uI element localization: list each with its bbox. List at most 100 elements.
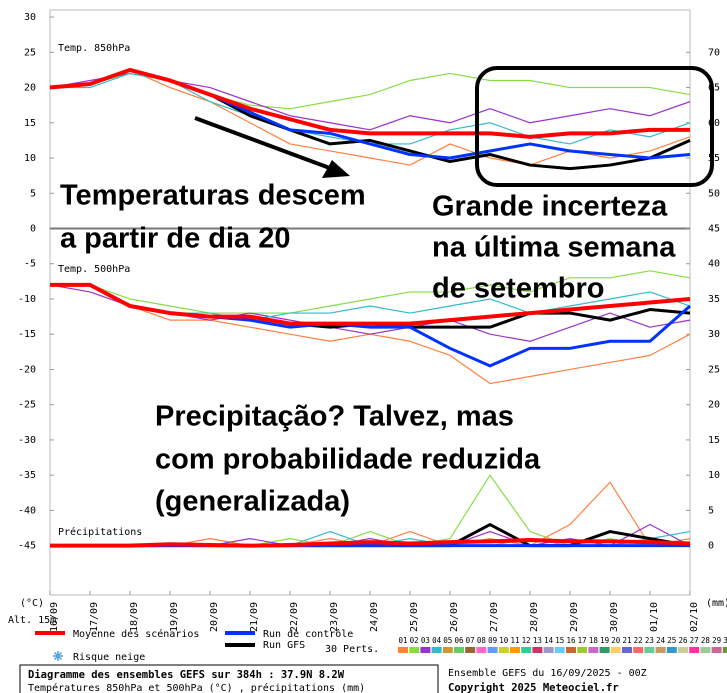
x-tick-label: 30/09 bbox=[609, 602, 620, 632]
legend-number: 24 bbox=[656, 636, 666, 645]
annotation: de setembro bbox=[432, 273, 604, 305]
x-tick-label: 17/09 bbox=[89, 602, 100, 632]
legend-number: 29 bbox=[712, 636, 721, 645]
legend-label: Moyenne des scénarios bbox=[73, 628, 199, 640]
y2-tick-label: 55 bbox=[708, 153, 720, 164]
series-line bbox=[50, 474, 690, 547]
legend-swatch bbox=[442, 647, 453, 653]
y2-tick-label: 25 bbox=[708, 364, 720, 375]
y2-tick-label: 40 bbox=[708, 259, 720, 270]
x-tick-label: 26/09 bbox=[449, 602, 460, 632]
x-tick-label: 16/09 bbox=[49, 602, 60, 632]
legend-swatch bbox=[577, 647, 588, 653]
legend-number: 09 bbox=[488, 636, 497, 645]
legend-number: 10 bbox=[499, 636, 509, 645]
legend-number: 20 bbox=[611, 636, 621, 645]
legend-swatch bbox=[566, 647, 576, 653]
y-tick-label: -5 bbox=[24, 259, 36, 270]
y-axis-label: (°C) bbox=[20, 598, 44, 609]
panel-label: Temp. 850hPa bbox=[58, 43, 130, 54]
series-line bbox=[49, 67, 690, 139]
legend-number: 04 bbox=[432, 636, 442, 645]
legend-number: 27 bbox=[690, 636, 699, 645]
series-line bbox=[50, 538, 691, 548]
legend-swatch bbox=[644, 647, 655, 653]
y2-tick-label: 0 bbox=[708, 541, 714, 552]
legend-number: 07 bbox=[466, 636, 475, 645]
x-tick-label: 01/10 bbox=[649, 602, 660, 632]
legend-swatch bbox=[498, 647, 509, 653]
arrow-head bbox=[322, 160, 350, 178]
series-layer bbox=[49, 16, 691, 595]
x-tick-label: 19/09 bbox=[169, 602, 180, 632]
x-tick-label: 29/09 bbox=[569, 602, 580, 632]
legend-swatch bbox=[599, 647, 610, 653]
footer-subtitle: Températures 850hPa et 500hPa (°C) , pré… bbox=[28, 682, 365, 693]
panel-label: Temp. 500hPa bbox=[58, 264, 130, 275]
x-tick-label: 27/09 bbox=[489, 602, 500, 632]
legend-swatch bbox=[588, 647, 599, 653]
altitude: Alt. 15m bbox=[8, 615, 56, 626]
legend-number: 05 bbox=[443, 636, 452, 645]
legend-number: 03 bbox=[421, 636, 430, 645]
y-tick-label: 30 bbox=[24, 12, 36, 23]
legend-swatch bbox=[689, 647, 700, 653]
y2-tick-label: 45 bbox=[708, 223, 720, 234]
annotation: a partir de dia 20 bbox=[60, 223, 291, 255]
legend-swatch bbox=[409, 647, 420, 653]
legend-swatch bbox=[532, 647, 543, 653]
legend-swatch bbox=[476, 647, 487, 653]
legend-swatch bbox=[655, 647, 666, 653]
y-tick-label: 20 bbox=[24, 83, 36, 94]
x-tick-label: 23/09 bbox=[329, 602, 340, 632]
y-tick-label: 5 bbox=[30, 188, 36, 199]
snow-icon bbox=[53, 651, 63, 661]
legend-number: 30 bbox=[723, 636, 727, 645]
arrow bbox=[194, 116, 336, 172]
legend-swatch bbox=[487, 647, 498, 653]
y2-tick-label: 65 bbox=[708, 83, 720, 94]
y2-tick-label: 35 bbox=[708, 294, 720, 305]
y-tick-label: -30 bbox=[18, 435, 36, 446]
legend-swatch bbox=[610, 647, 621, 653]
legend-swatch bbox=[666, 647, 677, 653]
panel-label: Précipitations bbox=[58, 526, 142, 538]
series-line bbox=[50, 282, 691, 326]
x-tick-label: 21/09 bbox=[249, 602, 260, 632]
legend-number: 22 bbox=[634, 636, 643, 645]
y-tick-label: -15 bbox=[18, 329, 36, 340]
legend-number: 15 bbox=[555, 636, 564, 645]
x-tick-label: 18/09 bbox=[129, 602, 140, 632]
legend-number: 14 bbox=[544, 636, 554, 645]
legend-swatch bbox=[465, 647, 476, 653]
legend-label: 30 Perts. bbox=[325, 644, 379, 655]
footer-title: Diagramme des ensembles GEFS sur 384h : … bbox=[28, 669, 345, 681]
series-line bbox=[50, 270, 691, 314]
legend-number: 06 bbox=[454, 636, 464, 645]
legend-number: 17 bbox=[578, 636, 587, 645]
annotation: com probabilidade reduzida bbox=[155, 444, 541, 476]
y-tick-label: -20 bbox=[18, 364, 36, 375]
legend-number: 23 bbox=[645, 636, 654, 645]
series-line bbox=[49, 72, 691, 131]
y-tick-label: 0 bbox=[30, 223, 36, 234]
legend-swatch bbox=[700, 647, 711, 653]
legend-number: 02 bbox=[410, 636, 419, 645]
y2-tick-label: 20 bbox=[708, 400, 720, 411]
legend-swatch bbox=[521, 647, 532, 653]
series-line bbox=[49, 69, 691, 166]
y-tick-label: 15 bbox=[24, 118, 36, 129]
y2-tick-label: 70 bbox=[708, 47, 720, 58]
y2-axis-label: (mm) bbox=[706, 598, 727, 609]
y-tick-label: -10 bbox=[18, 294, 36, 305]
legend-swatch bbox=[510, 647, 520, 653]
y-tick-label: -35 bbox=[18, 470, 36, 481]
legend-number: 19 bbox=[600, 636, 609, 645]
legend-swatch bbox=[722, 647, 727, 653]
legend-number: 18 bbox=[589, 636, 599, 645]
annotation: Temperaturas descem bbox=[60, 180, 366, 212]
legend-swatch bbox=[431, 647, 442, 653]
x-tick-label: 20/09 bbox=[209, 602, 220, 632]
legend-number: 16 bbox=[566, 636, 576, 645]
